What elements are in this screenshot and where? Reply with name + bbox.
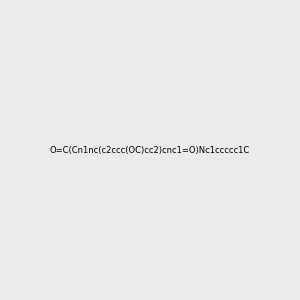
Text: O=C(Cn1nc(c2ccc(OC)cc2)cnc1=O)Nc1ccccc1C: O=C(Cn1nc(c2ccc(OC)cc2)cnc1=O)Nc1ccccc1C: [50, 146, 250, 154]
